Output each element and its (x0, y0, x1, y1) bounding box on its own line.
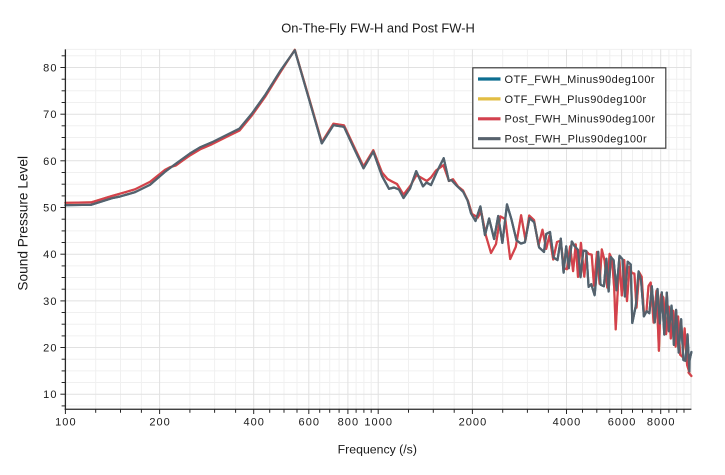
svg-text:30: 30 (43, 296, 57, 308)
svg-text:200: 200 (149, 417, 171, 429)
svg-text:40: 40 (43, 249, 57, 261)
svg-text:10: 10 (43, 389, 57, 401)
svg-text:20: 20 (43, 342, 57, 354)
svg-text:Post_FWH_Plus90deg100r: Post_FWH_Plus90deg100r (505, 134, 648, 146)
svg-text:Post_FWH_Minus90deg100r: Post_FWH_Minus90deg100r (505, 114, 656, 126)
svg-text:Sound Pressure Level: Sound Pressure Level (15, 156, 30, 291)
svg-text:70: 70 (43, 109, 57, 121)
svg-text:2000: 2000 (459, 417, 488, 429)
svg-text:100: 100 (55, 417, 77, 429)
svg-text:6000: 6000 (608, 417, 637, 429)
svg-text:50: 50 (43, 202, 57, 214)
svg-text:OTF_FWH_Plus90deg100r: OTF_FWH_Plus90deg100r (505, 94, 647, 106)
svg-text:800: 800 (338, 417, 360, 429)
svg-text:80: 80 (43, 62, 57, 74)
svg-text:Frequency (/s): Frequency (/s) (338, 443, 417, 457)
svg-text:4000: 4000 (553, 417, 582, 429)
svg-text:600: 600 (299, 417, 321, 429)
svg-text:OTF_FWH_Minus90deg100r: OTF_FWH_Minus90deg100r (505, 74, 655, 86)
svg-text:1000: 1000 (364, 417, 393, 429)
svg-text:8000: 8000 (647, 417, 676, 429)
svg-text:400: 400 (243, 417, 265, 429)
svg-text:60: 60 (43, 156, 57, 168)
svg-text:On-The-Fly FW-H and Post FW-H: On-The-Fly FW-H and Post FW-H (281, 20, 475, 35)
